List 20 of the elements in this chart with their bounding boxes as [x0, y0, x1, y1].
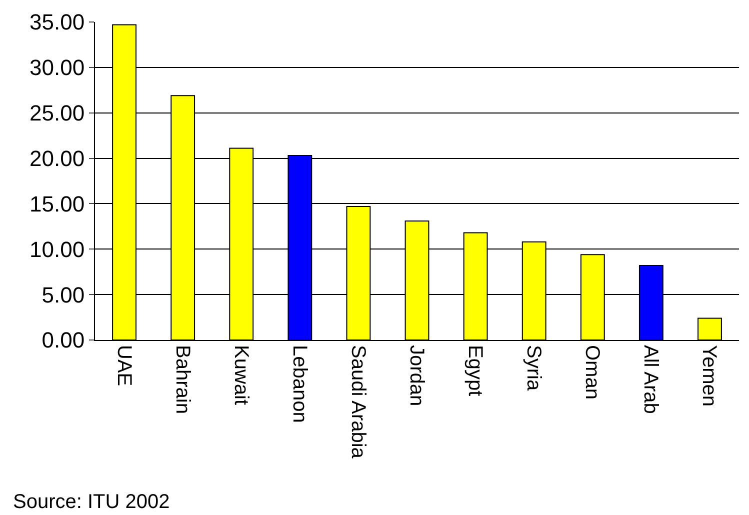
y-tick-label: 30.00: [30, 55, 85, 80]
y-tick-label: 10.00: [30, 236, 85, 262]
y-tick-label: 15.00: [30, 191, 85, 216]
y-tick-label: 25.00: [30, 100, 85, 126]
x-tick-label: Kuwait: [230, 345, 252, 406]
x-tick-label: Oman: [581, 345, 604, 400]
x-tick-label: Lebanon: [288, 345, 310, 423]
y-tick-label: 0.00: [42, 328, 85, 353]
x-tick-label: Saudi Arabia: [346, 345, 369, 460]
x-tick-label: Bahrain: [171, 345, 194, 414]
x-tick-label: Yemen: [698, 345, 720, 407]
x-tick-label: All Arab: [640, 345, 662, 414]
x-tick-label: UAE: [112, 345, 135, 386]
source-note: Source: ITU 2002: [13, 491, 170, 513]
x-tick-label: Egypt: [464, 345, 486, 397]
y-tick-label: 5.00: [42, 282, 85, 308]
x-tick-label: Syria: [522, 345, 545, 392]
y-tick-label: 35.00: [30, 10, 85, 35]
x-tick-label: Jordan: [406, 345, 428, 406]
y-tick-label: 20.00: [30, 146, 85, 171]
